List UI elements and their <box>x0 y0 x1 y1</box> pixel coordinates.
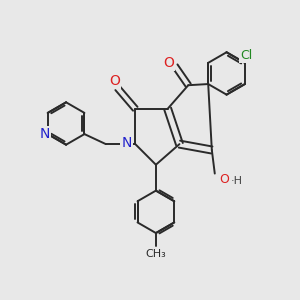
Text: O: O <box>219 173 229 186</box>
Text: N: N <box>40 127 50 141</box>
Text: O: O <box>163 56 174 70</box>
Text: CH₃: CH₃ <box>146 249 166 259</box>
Text: ·H: ·H <box>231 176 243 186</box>
Text: O: O <box>109 74 120 88</box>
Text: N: N <box>121 136 132 150</box>
Text: Cl: Cl <box>240 49 253 62</box>
